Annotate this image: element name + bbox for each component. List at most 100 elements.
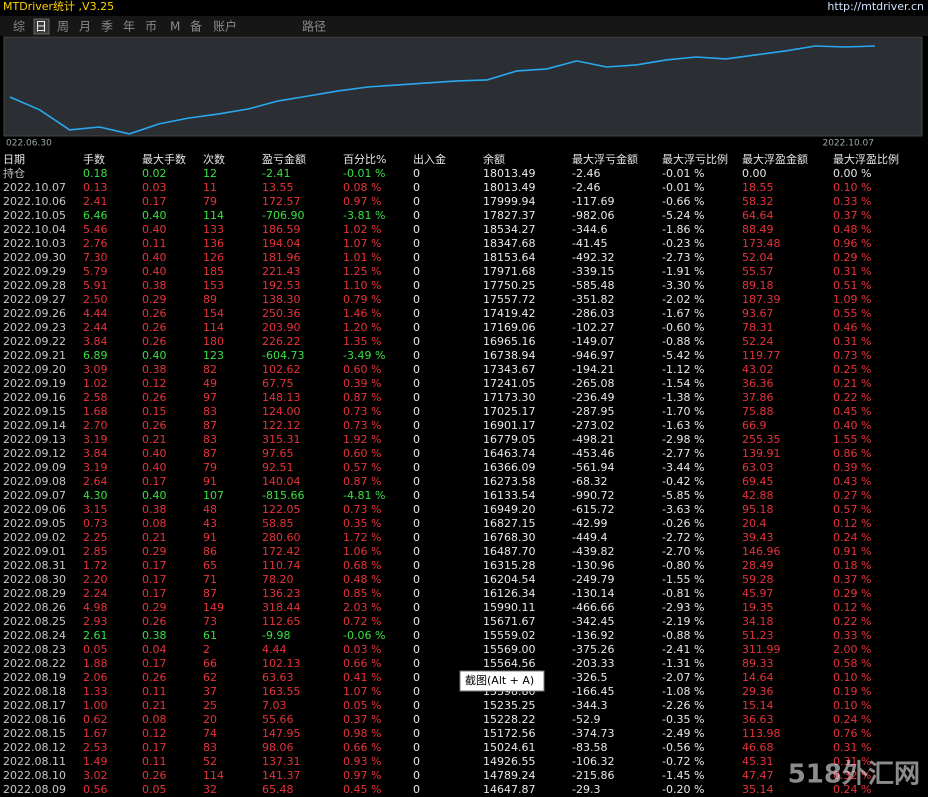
tab[interactable]: 币 <box>145 20 157 34</box>
table-cell: 1.00 <box>83 699 108 712</box>
table-cell: 89.33 <box>742 657 774 670</box>
table-cell: 2022.09.30 <box>3 251 66 264</box>
table-cell: 1.88 <box>83 657 108 670</box>
table-cell: -1.63 % <box>662 419 704 432</box>
table-cell: 140.04 <box>262 475 301 488</box>
table-cell: 43.02 <box>742 363 774 376</box>
table-cell: 0.29 <box>142 545 167 558</box>
table-cell: 58.85 <box>262 517 294 530</box>
table-cell: 2.06 <box>83 671 108 684</box>
table-cell: 172.42 <box>262 545 301 558</box>
table-cell: 36.36 <box>742 377 774 390</box>
table-cell: 0.40 <box>142 489 167 502</box>
column-header: 最大手数 <box>142 152 186 166</box>
table-cell: 250.36 <box>262 307 301 320</box>
table-cell: -561.94 <box>572 461 614 474</box>
table-cell: -0.60 % <box>662 321 704 334</box>
table-cell: 75.88 <box>742 405 774 418</box>
table-cell: 11 <box>203 181 217 194</box>
table-cell: -166.45 <box>572 685 614 698</box>
table-cell: 0.68 % <box>343 559 381 572</box>
table-cell: 2022.08.16 <box>3 713 66 726</box>
table-cell: 2022.08.29 <box>3 587 66 600</box>
table-cell: -0.35 % <box>662 713 704 726</box>
table-cell: -706.90 <box>262 209 304 222</box>
table-cell: 16738.94 <box>483 349 536 362</box>
table-cell: 14789.24 <box>483 769 536 782</box>
table-cell: -2.41 % <box>662 643 704 656</box>
table-cell: -1.55 % <box>662 573 704 586</box>
table-cell: 91 <box>203 531 217 544</box>
tab[interactable]: 路径 <box>302 19 326 34</box>
table-cell: 0.32 % <box>833 769 871 782</box>
table-cell: 39.43 <box>742 531 774 544</box>
tooltip-text: 截图(Alt + A) <box>465 673 534 687</box>
table-cell: 28.49 <box>742 559 774 572</box>
table-cell: 0 <box>413 335 420 348</box>
table-cell: 16315.28 <box>483 559 536 572</box>
table-cell: 1.07 % <box>343 685 381 698</box>
table-cell: 15228.22 <box>483 713 536 726</box>
table-cell: 1.09 % <box>833 293 871 306</box>
table-cell: 32 <box>203 783 217 796</box>
table-cell: 0.72 % <box>343 615 381 628</box>
table-cell: 15564.56 <box>483 657 536 670</box>
table-cell: -326.5 <box>572 671 607 684</box>
table-cell: 97.65 <box>262 447 294 460</box>
table-cell: -604.73 <box>262 349 304 362</box>
table-cell: 87 <box>203 587 217 600</box>
column-header: 最大浮亏金额 <box>572 152 638 166</box>
table-cell: 187.39 <box>742 293 781 306</box>
tab-active-box <box>33 18 50 35</box>
table-cell: 2022.09.23 <box>3 321 66 334</box>
table-cell: 0.10 % <box>833 699 871 712</box>
table-cell: 16965.16 <box>483 335 536 348</box>
table-cell: 83 <box>203 405 217 418</box>
table-cell: 0.22 % <box>833 615 871 628</box>
table-cell: 74 <box>203 727 217 740</box>
table-cell: 0.31 % <box>833 265 871 278</box>
tab[interactable]: 综 <box>13 20 25 34</box>
tab[interactable]: 账户 <box>213 19 237 34</box>
tab[interactable]: 年 <box>123 20 135 34</box>
table-cell: -3.63 % <box>662 503 704 516</box>
table-cell: 45.31 <box>742 755 774 768</box>
table-cell: 17343.67 <box>483 363 536 376</box>
table-cell: 112.65 <box>262 615 301 628</box>
table-cell: 78.31 <box>742 321 774 334</box>
table-cell: 17827.37 <box>483 209 536 222</box>
table-cell: 66 <box>203 657 217 670</box>
tab[interactable]: M <box>170 20 180 34</box>
table-cell: 20 <box>203 713 217 726</box>
table-cell: 1.25 % <box>343 265 381 278</box>
table-cell: 2022.09.14 <box>3 419 66 432</box>
table-cell: 311.99 <box>742 643 781 656</box>
table-cell: 315.31 <box>262 433 301 446</box>
table-cell: 0.00 % <box>833 167 871 180</box>
table-cell: -273.02 <box>572 419 614 432</box>
table-cell: -130.96 <box>572 559 614 572</box>
column-header: 最大浮盈金额 <box>742 152 808 166</box>
table-cell: 2022.10.06 <box>3 195 66 208</box>
tab[interactable]: 日 <box>35 20 47 34</box>
tab[interactable]: 备 <box>190 20 202 34</box>
table-cell: -2.72 % <box>662 531 704 544</box>
table-cell: 16949.20 <box>483 503 536 516</box>
table-cell: 0.45 % <box>833 405 871 418</box>
table-cell: -2.93 % <box>662 601 704 614</box>
site-url[interactable]: http://mtdriver.cn <box>827 0 924 13</box>
table-cell: 45.97 <box>742 587 774 600</box>
table-cell: 0.87 % <box>343 391 381 404</box>
table-cell: 16463.74 <box>483 447 536 460</box>
table-cell: 2022.08.22 <box>3 657 66 670</box>
table-cell: -3.30 % <box>662 279 704 292</box>
table-cell: 0.40 <box>142 265 167 278</box>
tab[interactable]: 周 <box>57 20 69 34</box>
table-cell: -498.21 <box>572 433 614 446</box>
table-cell: 18153.64 <box>483 251 536 264</box>
tab[interactable]: 季 <box>101 20 113 34</box>
table-cell: -2.70 % <box>662 545 704 558</box>
table-cell: 0.11 <box>142 685 167 698</box>
table-cell: 15671.67 <box>483 615 536 628</box>
tab[interactable]: 月 <box>79 20 91 34</box>
